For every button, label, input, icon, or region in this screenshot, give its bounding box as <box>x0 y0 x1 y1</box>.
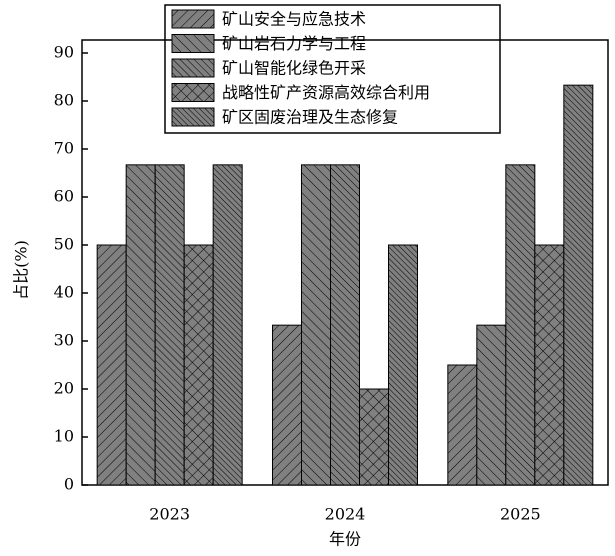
x-tick-label: 2024 <box>325 505 366 524</box>
bar <box>183 244 214 486</box>
bar <box>563 84 594 486</box>
legend-label: 矿区固废治理及生态修复 <box>222 108 398 127</box>
y-tick-label: 10 <box>54 427 74 446</box>
bar <box>447 364 478 486</box>
y-tick-label: 30 <box>54 331 74 350</box>
bar <box>272 324 302 486</box>
bar <box>476 324 507 486</box>
legend-swatch <box>171 107 215 127</box>
y-tick-label: 90 <box>54 43 74 62</box>
bar <box>96 244 127 486</box>
y-axis-label: 占比(%) <box>12 240 31 300</box>
bar <box>534 244 565 486</box>
x-tick-label: 2023 <box>149 505 190 524</box>
y-tick-label: 60 <box>54 187 74 206</box>
legend-swatch <box>171 83 215 102</box>
bar <box>330 164 360 486</box>
bar <box>359 388 389 486</box>
legend-swatch <box>171 58 215 78</box>
bar <box>301 164 331 486</box>
y-tick-label: 50 <box>54 235 74 254</box>
y-tick-label: 80 <box>54 91 74 110</box>
legend-box <box>164 4 501 134</box>
bar <box>388 244 418 486</box>
legend-label: 战略性矿产资源高效综合利用 <box>222 83 430 102</box>
bar <box>125 164 156 486</box>
x-axis-label: 年份 <box>329 530 361 549</box>
y-tick-label: 20 <box>54 379 74 398</box>
bar <box>154 164 185 486</box>
y-tick-label: 40 <box>54 283 74 302</box>
x-tick-label: 2025 <box>500 505 541 524</box>
legend-label: 矿山智能化绿色开采 <box>222 59 366 78</box>
bar <box>212 164 243 486</box>
legend-label: 矿山岩石力学与工程 <box>222 34 366 53</box>
legend-swatch <box>171 34 215 53</box>
y-tick-label: 0 <box>64 475 74 494</box>
legend-label: 矿山安全与应急技术 <box>222 10 366 29</box>
bar <box>505 164 536 486</box>
y-tick-label: 70 <box>54 139 74 158</box>
legend-swatch <box>171 9 215 29</box>
